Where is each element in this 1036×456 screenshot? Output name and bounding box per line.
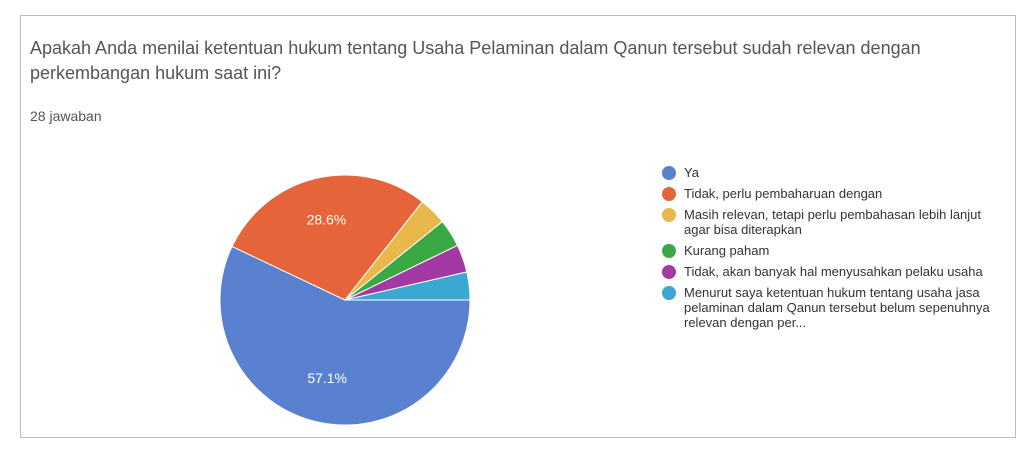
legend-swatch — [662, 187, 676, 201]
card-border — [20, 15, 1016, 438]
legend-label: Masih relevan, tetapi perlu pembahasan l… — [684, 207, 982, 237]
legend-label: Tidak, akan banyak hal menyusahkan pelak… — [684, 264, 983, 279]
legend: Ya Tidak, perlu pembaharuan dengan Masih r… — [662, 165, 1002, 336]
slice-label: 28.6% — [307, 212, 347, 228]
pie-slice — [344, 271, 471, 301]
legend-swatch — [662, 286, 676, 300]
legend-item: Tidak, perlu pembaharuan dengan — [662, 186, 1002, 201]
legend-label: Menurut saya ketentuan hukum tentang usa… — [684, 285, 990, 330]
legend-swatch — [662, 244, 676, 258]
legend-item: Menurut saya ketentuan hukum tentang usa… — [662, 285, 1002, 330]
legend-swatch — [662, 265, 676, 279]
question-title: Apakah Anda menilai ketentuan hukum tent… — [30, 38, 921, 83]
legend-item: Masih relevan, tetapi perlu pembahasan l… — [662, 207, 1002, 237]
legend-item: Kurang paham — [662, 243, 1002, 258]
slice-label: 57.1% — [307, 370, 347, 386]
legend-label: Tidak, perlu pembaharuan dengan — [684, 186, 883, 201]
pie-slice — [231, 174, 424, 301]
legend-swatch — [662, 166, 676, 180]
legend-item: Tidak, akan banyak hal menyusahkan pelak… — [662, 264, 1002, 279]
legend-label: Kurang paham — [684, 243, 770, 258]
legend-swatch — [662, 208, 676, 222]
legend-label: Ya — [684, 165, 699, 180]
response-count: 28 jawaban — [30, 108, 102, 124]
legend-item: Ya — [662, 165, 1002, 180]
pie-slice — [219, 245, 471, 426]
